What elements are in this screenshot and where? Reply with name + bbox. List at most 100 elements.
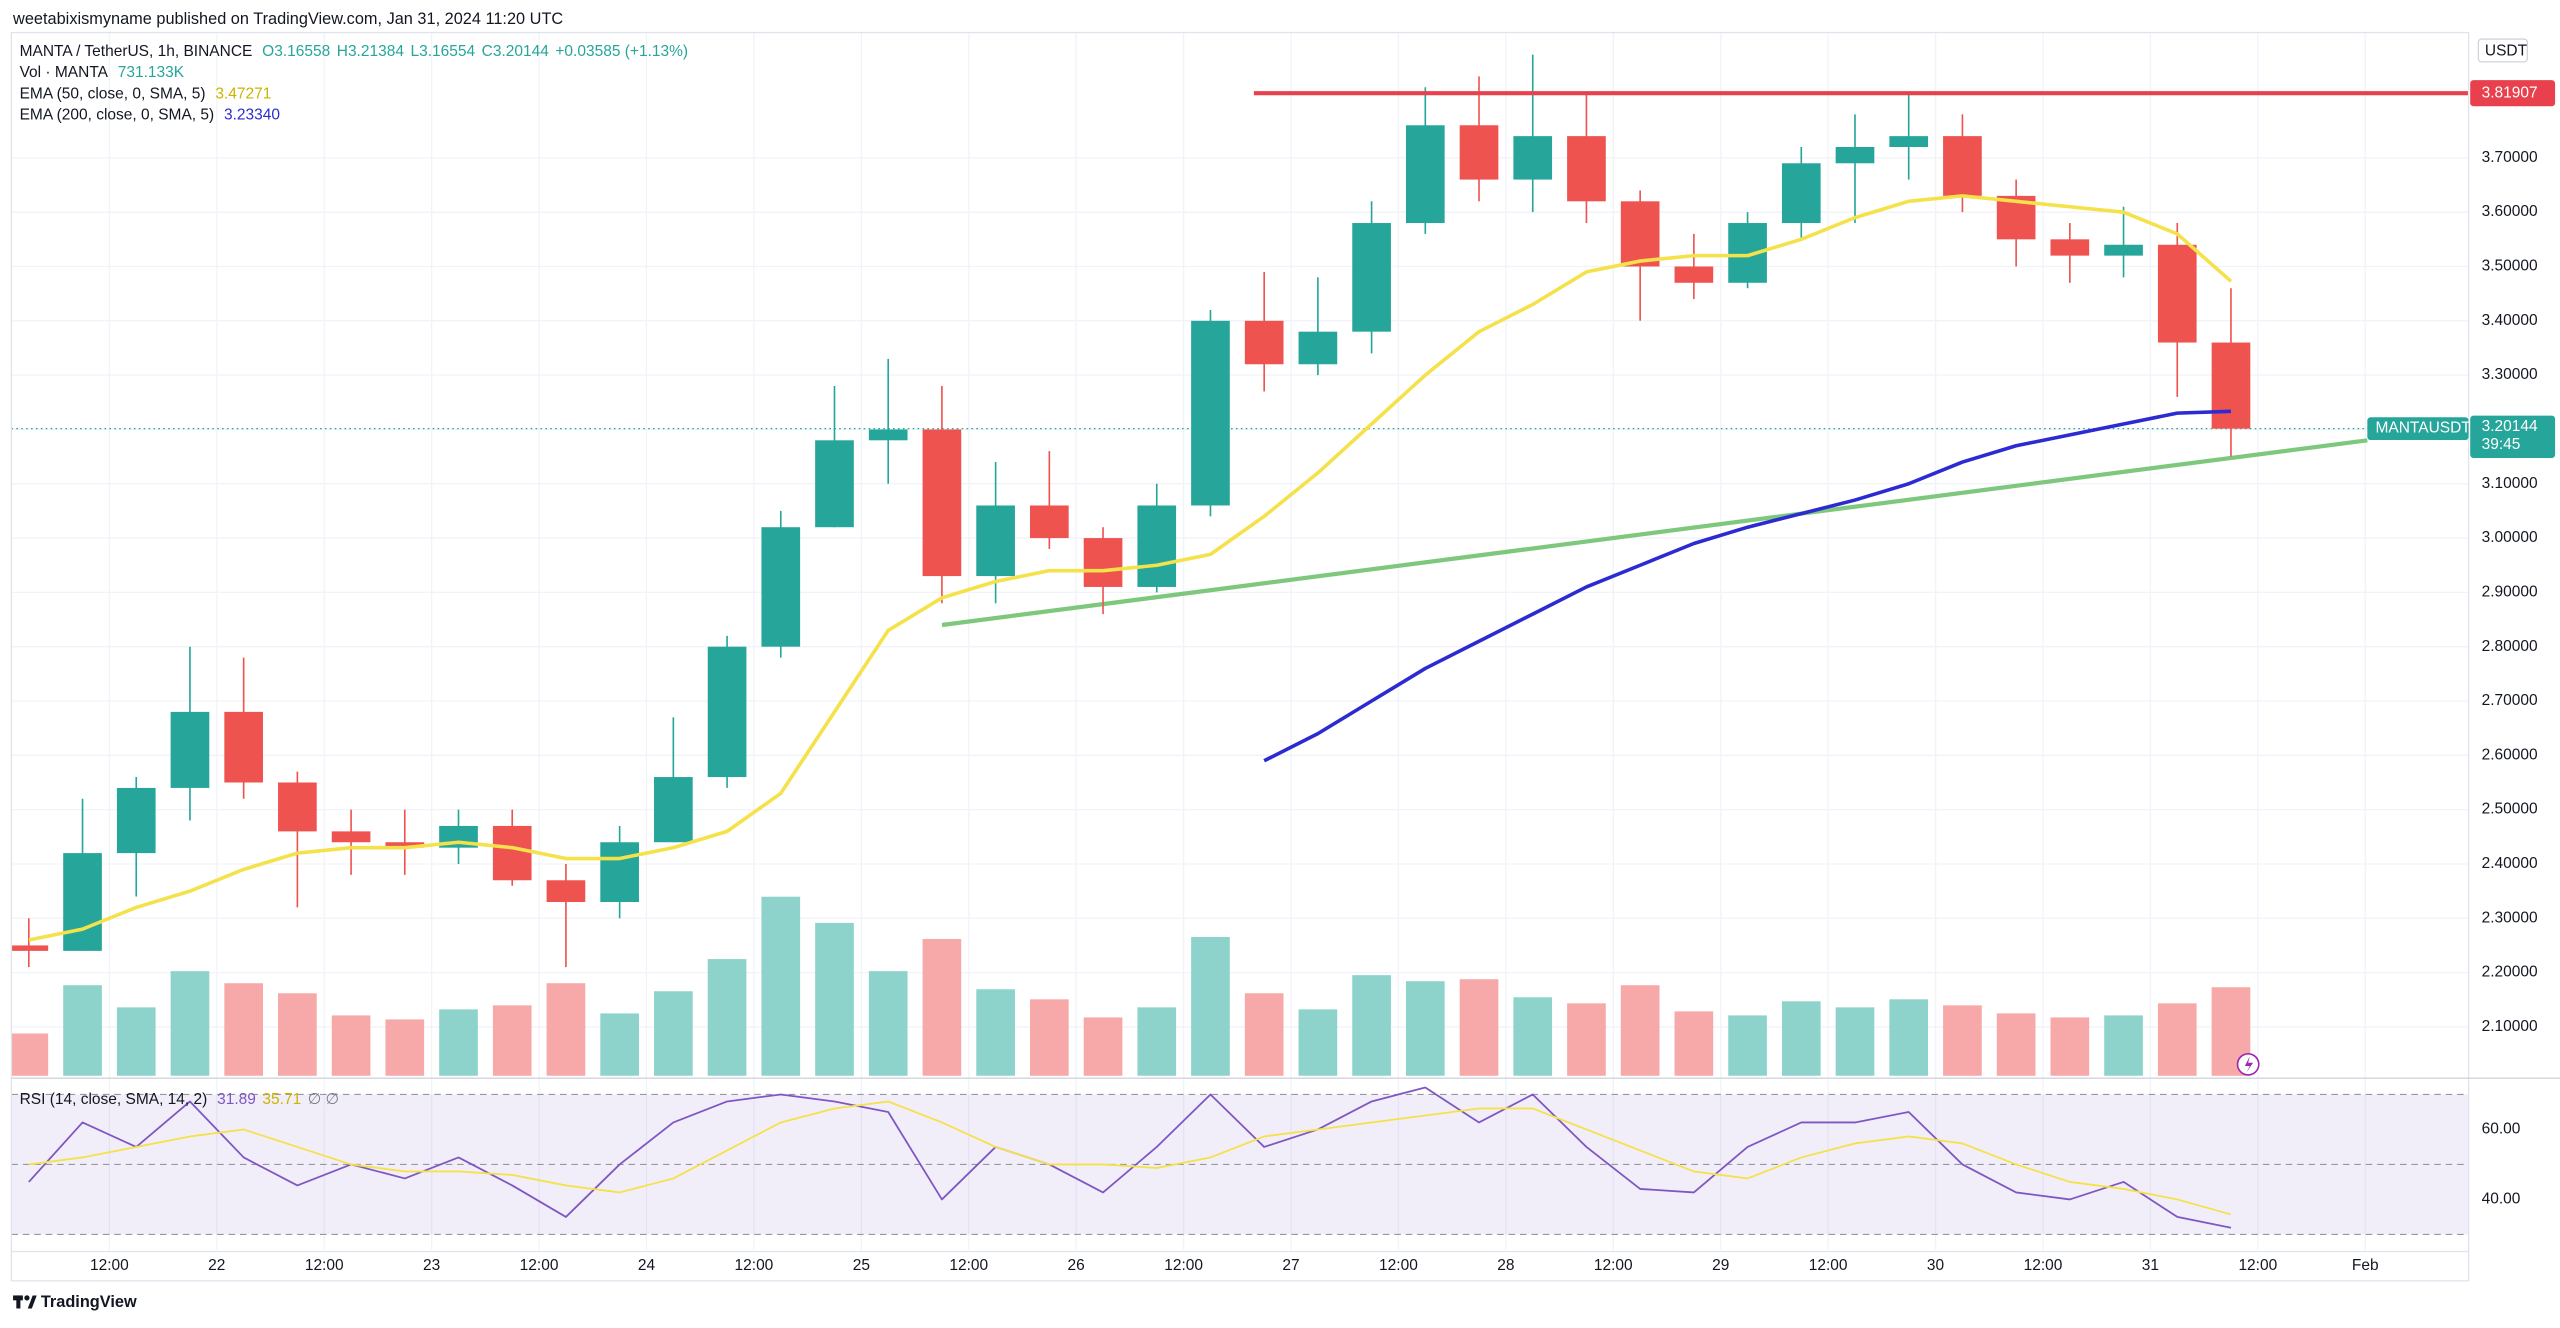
- candle-body: [1889, 136, 1929, 147]
- candle-body: [2050, 239, 2090, 256]
- volume-bar: [492, 1005, 532, 1076]
- candle-body: [1674, 266, 1714, 283]
- candle-body: [170, 711, 210, 788]
- price-tag: [2470, 415, 2556, 458]
- volume-bar: [1781, 1001, 1821, 1076]
- volume-bar: [1244, 993, 1284, 1076]
- volume-bar: [1298, 1009, 1338, 1076]
- footer-logo: TradingView: [13, 1293, 137, 1311]
- candle-body: [1459, 125, 1499, 180]
- volume-bar: [761, 896, 801, 1076]
- rsi-title: RSI (14, close, SMA, 14, 2): [20, 1091, 208, 1108]
- logo-part: [24, 1295, 30, 1301]
- volume-bar: [385, 1019, 425, 1076]
- y-tick-label: 2.40000: [2482, 855, 2538, 872]
- volume-bar: [1137, 1007, 1177, 1076]
- candle-body: [2211, 342, 2251, 429]
- logo-part: [16, 1295, 21, 1309]
- x-tick-label: 12:00: [2024, 1257, 2063, 1274]
- candle-body: [63, 853, 102, 951]
- x-tick-label: 12:00: [735, 1257, 774, 1274]
- candle-body: [224, 711, 264, 783]
- x-tick-label: 12:00: [949, 1257, 988, 1274]
- volume-bar: [1567, 1003, 1606, 1076]
- candle-body: [2104, 244, 2143, 256]
- y-tick-label: 2.50000: [2482, 801, 2538, 818]
- unit-box: [2477, 38, 2529, 63]
- volume-bar: [1674, 1011, 1714, 1076]
- y-tick-label: 3.00000: [2482, 529, 2538, 546]
- trendline: [941, 438, 2368, 628]
- y-tick-label: 2.30000: [2482, 909, 2538, 926]
- volume-bar: [815, 922, 854, 1076]
- frame: [10, 31, 2470, 1282]
- rsi-lines: [28, 1086, 2232, 1229]
- volume-bar: [1835, 1007, 1875, 1076]
- y-tick-label: 3.70000: [2482, 149, 2538, 166]
- volume-bar: [170, 971, 210, 1076]
- volume-bar: [976, 989, 1015, 1076]
- candle-body: [600, 842, 639, 902]
- legend: MANTA / TetherUS, 1h, BINANCE O3.16558 H3.…: [20, 43, 688, 1108]
- volume-bar: [1405, 981, 1445, 1076]
- x-tick-label: 12:00: [1379, 1257, 1418, 1274]
- symbol-tag-label: MANTAUSDT: [2376, 420, 2472, 437]
- volume-bar: [63, 985, 102, 1076]
- x-tick-label: 22: [208, 1257, 225, 1274]
- ema-line: [1263, 409, 2232, 763]
- volume-bar: [654, 991, 693, 1076]
- candle-body: [1781, 163, 1821, 224]
- volume-bar: [11, 1033, 49, 1076]
- candle-body: [1352, 223, 1391, 332]
- ema200-value: 3.23340: [224, 107, 280, 124]
- x-tick-label: 12:00: [1164, 1257, 1203, 1274]
- resistance-tag: [2470, 80, 2556, 107]
- legend-ema50: EMA (50, close, 0, SMA, 5) 3.47271: [20, 86, 272, 103]
- volume-bar: [224, 983, 264, 1076]
- y-tick-label: 2.90000: [2482, 583, 2538, 600]
- x-tick-label: 24: [638, 1257, 656, 1274]
- candle-body: [1083, 538, 1123, 587]
- rsi-tick-label: 60.00: [2482, 1121, 2521, 1138]
- candle-body: [116, 787, 156, 854]
- x-tick-label: 12:00: [90, 1257, 129, 1274]
- candle-body: [1405, 125, 1445, 224]
- price-plot: [11, 54, 2469, 1076]
- volume-bar: [1728, 1015, 1767, 1076]
- ohlc-open: O3.16558: [262, 43, 330, 60]
- symbol: MANTA / TetherUS, 1h, BINANCE: [20, 43, 253, 60]
- axes: 2.10000 2.20000 2.30000 2.40000 2.50000 2.600…: [90, 38, 2556, 1274]
- alert-icon-bolt: [2244, 1056, 2254, 1073]
- candle-body: [922, 429, 962, 577]
- legend-symbol: MANTA / TetherUS, 1h, BINANCE O3.16558 H3.…: [20, 43, 688, 60]
- volume-bar: [2050, 1017, 2090, 1076]
- candle-body: [815, 440, 854, 528]
- y-tick-label: 3.30000: [2482, 366, 2538, 383]
- ohlc-high: H3.21384: [337, 43, 405, 60]
- volume-bar: [1513, 997, 1553, 1076]
- resistance-tag-label: 3.81907: [2482, 84, 2538, 101]
- volume-bar: [439, 1009, 478, 1076]
- candle-body: [1298, 331, 1338, 365]
- y-tick-label: 2.60000: [2482, 746, 2538, 763]
- ohlc-low: L3.16554: [410, 43, 475, 60]
- x-tick-label: 25: [853, 1257, 870, 1274]
- volume-bar: [278, 993, 317, 1076]
- y-tick-label: 3.10000: [2482, 475, 2538, 492]
- ema200-name: EMA (200, close, 0, SMA, 5): [20, 107, 215, 124]
- symbol-tag: [2367, 417, 2469, 441]
- x-tick-label: 29: [1712, 1257, 1729, 1274]
- candle-body: [546, 880, 586, 902]
- y-unit: USDT: [2485, 42, 2528, 59]
- ema-line: [28, 194, 2233, 942]
- x-tick-label: Feb: [2352, 1257, 2379, 1274]
- y-tick-label: 2.10000: [2482, 1018, 2538, 1035]
- rsi-line: [28, 1100, 2232, 1216]
- ohlc-close: C3.20144: [482, 43, 550, 60]
- volume-bar: [546, 983, 586, 1076]
- x-tick-label: 28: [1497, 1257, 1514, 1274]
- rsi-flags: ∅ ∅: [308, 1091, 339, 1108]
